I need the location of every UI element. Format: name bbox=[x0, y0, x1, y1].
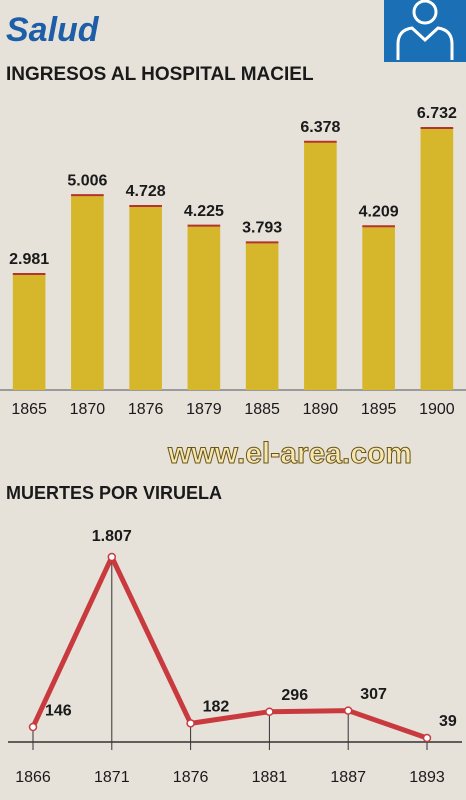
x-tick-label: 1895 bbox=[361, 401, 397, 418]
point bbox=[265, 707, 274, 716]
value-label: 5.006 bbox=[67, 172, 107, 189]
point bbox=[343, 706, 353, 715]
value-label: 6.732 bbox=[417, 105, 457, 122]
value-label: 1.807 bbox=[92, 528, 132, 545]
chart-title: INGRESOS AL HOSPITAL MACIEL bbox=[6, 64, 314, 85]
x-tick-label: 1866 bbox=[15, 769, 51, 786]
value-label: 2.981 bbox=[9, 251, 49, 268]
x-tick-label: 1870 bbox=[70, 401, 106, 418]
value-label: 3.793 bbox=[242, 220, 282, 237]
value-label: 39 bbox=[439, 713, 457, 730]
bar bbox=[245, 242, 279, 390]
bar bbox=[129, 205, 162, 390]
point bbox=[28, 722, 38, 732]
x-tick-label: 1865 bbox=[11, 401, 47, 418]
header-title: Salud bbox=[6, 11, 100, 49]
line bbox=[30, 554, 428, 741]
bar bbox=[304, 141, 337, 390]
value-label: 6.378 bbox=[300, 119, 340, 136]
chart-title: MUERTES POR VIRUELA bbox=[6, 483, 222, 503]
bar bbox=[12, 273, 46, 390]
point bbox=[107, 552, 117, 562]
value-label: 4.225 bbox=[184, 203, 224, 220]
watermark: www.el-area.com bbox=[167, 437, 412, 470]
x-tick-label: 1885 bbox=[244, 401, 280, 418]
x-tick-label: 1887 bbox=[330, 769, 366, 786]
value-label: 296 bbox=[281, 687, 308, 704]
x-tick-label: 1881 bbox=[252, 769, 288, 786]
x-tick-label: 1876 bbox=[128, 401, 164, 418]
bar bbox=[71, 195, 104, 390]
value-label: 146 bbox=[45, 702, 72, 719]
bar bbox=[362, 226, 395, 390]
point bbox=[186, 719, 195, 728]
x-tick-label: 1879 bbox=[186, 401, 222, 418]
value-label: 4.209 bbox=[359, 203, 399, 220]
bar bbox=[420, 128, 454, 390]
x-tick-label: 1876 bbox=[173, 769, 209, 786]
value-label: 4.728 bbox=[126, 183, 166, 200]
point bbox=[422, 733, 432, 743]
value-label: 182 bbox=[203, 699, 230, 716]
bar bbox=[187, 225, 221, 390]
x-tick-label: 1871 bbox=[94, 769, 130, 786]
x-tick-label: 1893 bbox=[409, 769, 445, 786]
x-tick-label: 1890 bbox=[303, 401, 339, 418]
value-label: 307 bbox=[360, 686, 387, 703]
x-tick-label: 1900 bbox=[419, 401, 455, 418]
health-icon bbox=[384, 0, 466, 62]
